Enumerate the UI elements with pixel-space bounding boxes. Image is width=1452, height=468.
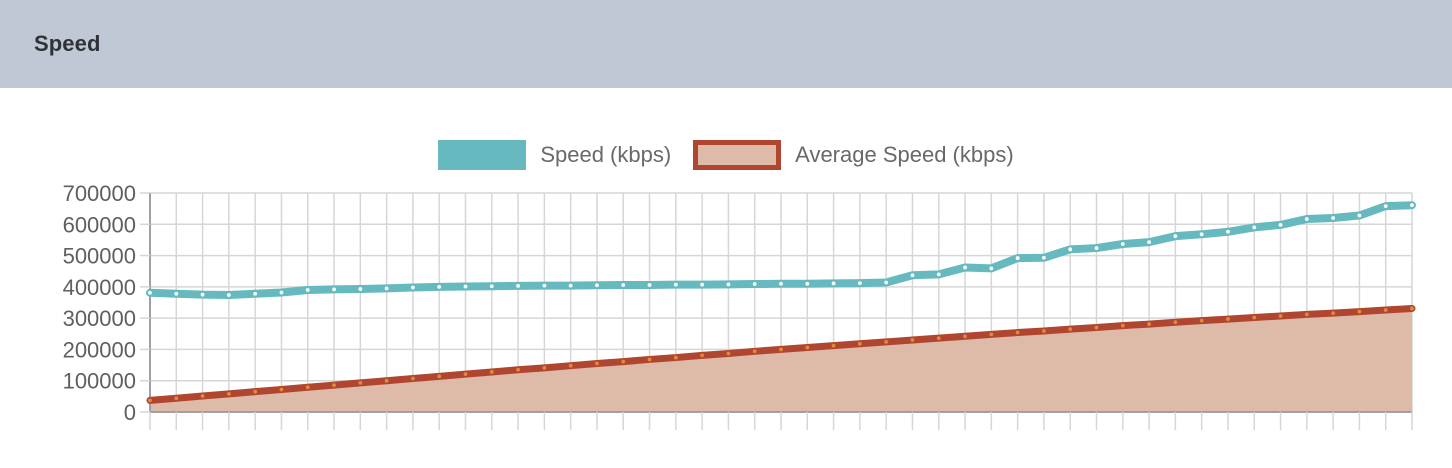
panel-header: Speed [0, 0, 1452, 88]
svg-text:100000: 100000 [63, 369, 136, 394]
legend-swatch-average-speed [693, 140, 782, 170]
svg-text:300000: 300000 [63, 306, 136, 331]
average-speed-area [150, 308, 1412, 412]
legend-label-speed: Speed (kbps) [540, 142, 672, 167]
svg-text:0: 0 [124, 400, 136, 425]
x-axis-ticks [149, 412, 1413, 430]
legend-swatch-speed [438, 140, 527, 170]
legend-item-speed[interactable]: Speed (kbps) [438, 140, 671, 170]
svg-text:400000: 400000 [63, 275, 136, 300]
chart-svg: 700000 600000 500000 400000 300000 200000 1000… [63, 181, 1416, 430]
legend-label-average-speed: Average Speed (kbps) [795, 142, 1014, 167]
svg-text:600000: 600000 [63, 212, 136, 237]
svg-text:700000: 700000 [63, 181, 136, 206]
chart-legend: Speed (kbps) Average Speed (kbps) [0, 140, 1452, 170]
page-title: Speed [34, 31, 101, 56]
chart-body: Speed (kbps) Average Speed (kbps) 700000… [0, 88, 1452, 468]
plot-area: 700000 600000 500000 400000 300000 200000 1000… [0, 88, 1452, 468]
series-markers [148, 203, 1414, 403]
svg-text:200000: 200000 [63, 337, 136, 362]
y-axis-tick-labels: 700000 600000 500000 400000 300000 200000 1000… [63, 181, 150, 425]
svg-text:500000: 500000 [63, 244, 136, 269]
legend-item-average-speed[interactable]: Average Speed (kbps) [693, 140, 1014, 170]
